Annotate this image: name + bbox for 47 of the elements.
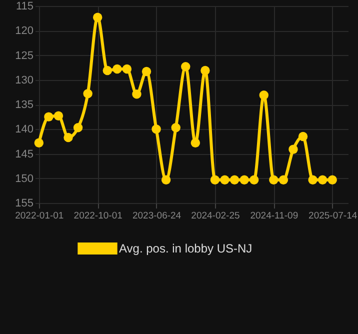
- point: [54, 111, 64, 120]
- point: [102, 66, 112, 76]
- point: [92, 12, 102, 22]
- point: [44, 112, 54, 122]
- point: [34, 138, 44, 148]
- point: [288, 144, 298, 154]
- point: [328, 175, 337, 184]
- point: [269, 175, 278, 184]
- point: [200, 66, 210, 76]
- y-tick-label: 145: [15, 148, 34, 160]
- x-tick-label: 2022-01-01: [15, 210, 64, 222]
- point: [298, 132, 308, 142]
- point: [161, 175, 171, 184]
- point: [308, 175, 318, 184]
- point: [171, 123, 180, 132]
- point: [142, 66, 152, 76]
- point: [278, 175, 288, 184]
- point: [230, 175, 240, 184]
- x-tick-label: 2022-10-01: [74, 210, 122, 222]
- y-tick-label: 140: [15, 124, 34, 136]
- y-tick-label: 150: [15, 172, 34, 185]
- point: [122, 64, 132, 74]
- point: [210, 175, 220, 184]
- y-tick-label: 115: [16, 0, 34, 12]
- y-tick-label: 155: [15, 198, 34, 210]
- legend-label: Avg. pos. in lobby US-NJ: [119, 242, 252, 256]
- point: [240, 175, 249, 184]
- point: [220, 175, 230, 184]
- x-tick-label: 2025-07-14: [308, 210, 358, 222]
- y-tick-label: 135: [15, 99, 34, 111]
- y-tick-label: 125: [15, 50, 34, 62]
- point: [259, 90, 268, 100]
- point: [132, 90, 142, 99]
- point: [112, 64, 122, 74]
- x-tick-label: 2024-11-09: [250, 210, 298, 222]
- point: [83, 89, 92, 98]
- point: [190, 138, 200, 148]
- x-tick-label: 2023-06-24: [132, 210, 182, 222]
- point: [181, 62, 190, 72]
- x-tick-label: 2024-02-25: [191, 210, 240, 222]
- y-tick-label: 130: [15, 74, 34, 86]
- point: [73, 123, 83, 132]
- point: [64, 132, 73, 142]
- point: [249, 175, 259, 184]
- point: [152, 124, 161, 134]
- y-tick-label: 120: [15, 25, 34, 38]
- point: [318, 175, 328, 184]
